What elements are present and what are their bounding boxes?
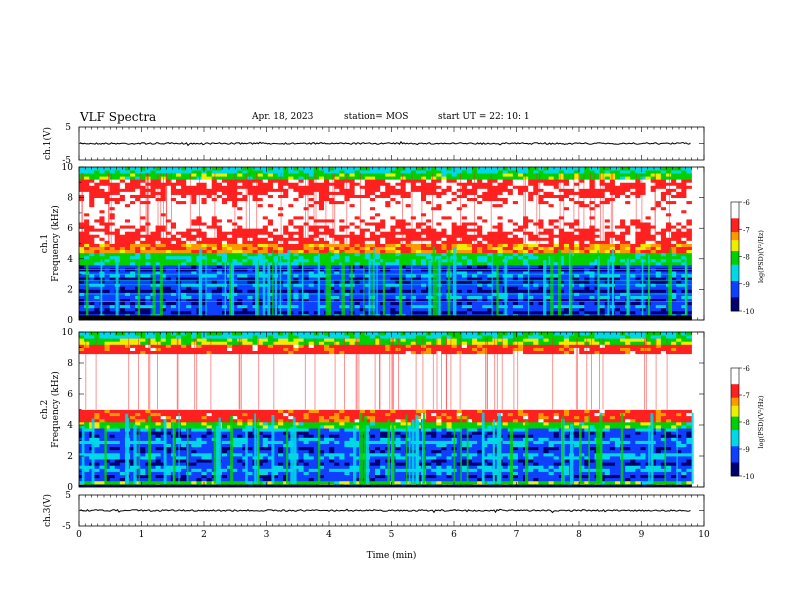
x-tick-label: 3	[264, 530, 270, 540]
x-tick-label: 9	[639, 530, 645, 540]
y-tick-label: 8	[67, 194, 73, 204]
y-axis-label: Frequency (kHz)	[50, 205, 61, 282]
x-tick-label: 7	[514, 530, 520, 540]
y-tick-label: 8	[67, 359, 73, 369]
x-tick-label: 6	[451, 530, 457, 540]
colorbar-tick-label: -10	[743, 308, 754, 316]
y-tick-label: 10	[62, 328, 74, 338]
y-tick-label: 2	[67, 285, 73, 295]
date-label: Apr. 18, 2023	[252, 112, 314, 122]
colorbar-label: log(PSD)(V²/Hz)	[757, 395, 765, 448]
colorbar-tick-label: -9	[743, 281, 750, 289]
colorbar-tick-label: -7	[743, 226, 750, 234]
y-tick-label: 6	[67, 224, 73, 234]
x-tick-label: 4	[326, 530, 332, 540]
x-axis-label: Time (min)	[367, 550, 417, 561]
x-tick-label: 2	[201, 530, 207, 540]
x-ticks	[78, 167, 705, 320]
x-tick-label: 8	[576, 530, 582, 540]
colorbar-tick-label: -6	[743, 365, 750, 373]
spectrogram-ch2	[79, 332, 694, 488]
colorbar-tick-label: -8	[743, 254, 750, 262]
colorbar-tick-label: -8	[743, 419, 750, 427]
x-ticks	[78, 127, 705, 160]
y-tick-label: 6	[67, 390, 73, 400]
y-tick-label: 5	[65, 123, 71, 133]
x-ticks	[78, 332, 705, 487]
x-tick-label: 10	[698, 530, 710, 540]
channel-label: ch.2	[40, 400, 50, 419]
y-tick-label: 0	[67, 483, 73, 493]
y-tick-label: 4	[67, 421, 73, 431]
x-tick-label: 1	[139, 530, 145, 540]
colorbar	[731, 202, 739, 312]
x-ticks	[78, 495, 705, 526]
voltage-trace	[79, 140, 691, 147]
y-tick-label: 0	[67, 316, 73, 326]
channel-label: ch.1	[40, 234, 50, 253]
x-tick-label: 5	[389, 530, 395, 540]
y-tick-label: -5	[62, 156, 71, 166]
colorbar-tick-label: -7	[743, 392, 750, 400]
y-axis-label: Frequency (kHz)	[50, 371, 61, 448]
colorbar-tick-label: -6	[743, 199, 750, 207]
colorbar-tick-label: -10	[743, 473, 754, 481]
y-axis-label: ch.3(V)	[42, 494, 53, 527]
x-tick-label: 0	[76, 530, 82, 540]
colorbar-label: log(PSD)(V²/Hz)	[757, 230, 765, 283]
colorbar-tick-label: -9	[743, 446, 750, 454]
start-time-label: start UT = 22: 10: 1	[438, 112, 530, 122]
y-tick-label: 5	[65, 491, 71, 501]
spectrogram-ch1	[79, 167, 692, 321]
y-tick-label: 10	[62, 163, 74, 173]
y-tick-label: -5	[62, 522, 71, 532]
y-tick-label: 4	[67, 255, 73, 265]
plot-title: VLF Spectra	[80, 110, 157, 124]
voltage-trace	[79, 508, 691, 514]
colorbar	[731, 368, 739, 477]
station-label: station= MOS	[344, 112, 409, 122]
y-tick-label: 2	[67, 452, 73, 462]
y-axis-label: ch.1(V)	[42, 127, 53, 160]
